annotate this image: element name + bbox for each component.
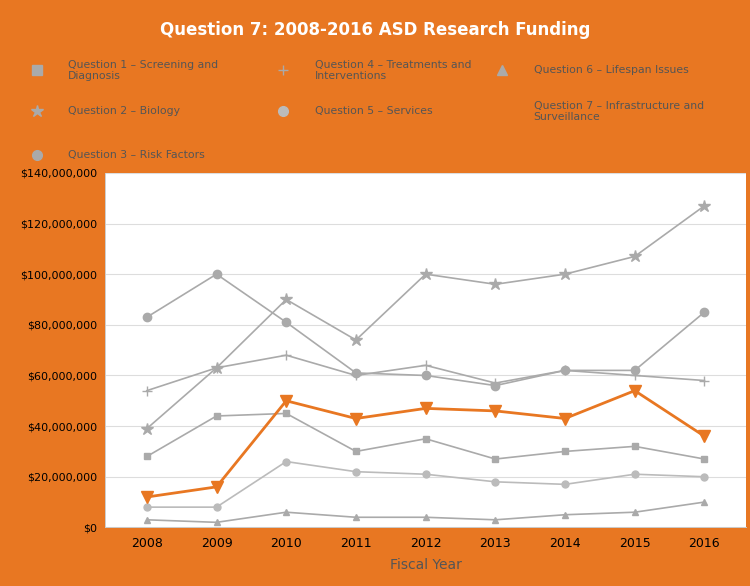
X-axis label: Fiscal Year: Fiscal Year (390, 558, 461, 573)
Text: Question 3 – Risk Factors: Question 3 – Risk Factors (68, 149, 205, 160)
Text: Question 4 – Treatments and
Interventions: Question 4 – Treatments and Intervention… (315, 60, 472, 81)
Text: Question 5 – Services: Question 5 – Services (315, 106, 433, 117)
Text: Question 1 – Screening and
Diagnosis: Question 1 – Screening and Diagnosis (68, 60, 218, 81)
Text: Question 6 – Lifespan Issues: Question 6 – Lifespan Issues (534, 65, 688, 76)
Text: Question 7 – Infrastructure and
Surveillance: Question 7 – Infrastructure and Surveill… (534, 101, 704, 122)
Text: Question 2 – Biology: Question 2 – Biology (68, 106, 180, 117)
Text: Question 7: 2008-2016 ASD Research Funding: Question 7: 2008-2016 ASD Research Fundi… (160, 21, 590, 39)
